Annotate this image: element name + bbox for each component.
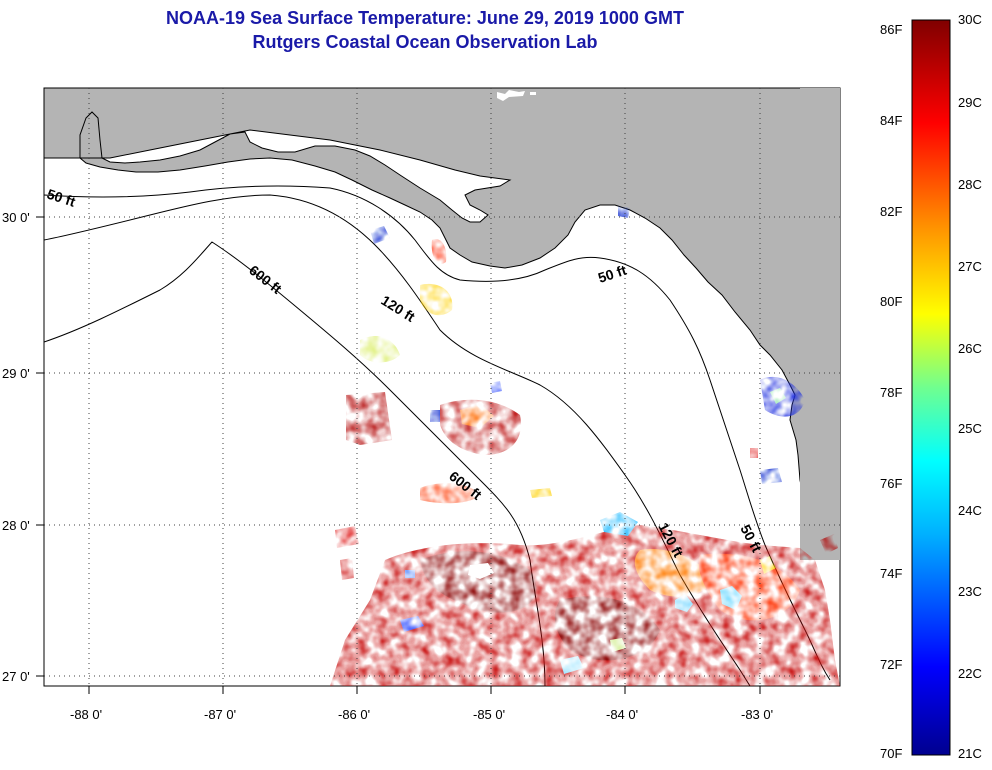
colorbar-c-label: 28C bbox=[958, 177, 982, 192]
colorbar-f-label: 72F bbox=[880, 657, 902, 672]
lon-tick-label: -87 0' bbox=[204, 707, 236, 722]
colorbar-c-label: 25C bbox=[958, 421, 982, 436]
lon-tick-label: -85 0' bbox=[473, 707, 505, 722]
lon-tick-label: -88 0' bbox=[70, 707, 102, 722]
sst-map: 50 ft 600 ft 120 ft 50 ft 600 ft 120 ft … bbox=[0, 0, 992, 770]
colorbar-c-label: 23C bbox=[958, 584, 982, 599]
lat-tick-label: 28 0' bbox=[2, 518, 30, 533]
lon-tick-label: -86 0' bbox=[338, 707, 370, 722]
lat-tick-label: 27 0' bbox=[2, 669, 30, 684]
lat-tick-label: 29 0' bbox=[2, 366, 30, 381]
colorbar-f-label: 86F bbox=[880, 22, 902, 37]
colorbar-c-label: 27C bbox=[958, 259, 982, 274]
colorbar-f-label: 76F bbox=[880, 476, 902, 491]
colorbar-c-label: 22C bbox=[958, 666, 982, 681]
colorbar bbox=[912, 20, 950, 755]
colorbar-c-label: 24C bbox=[958, 503, 982, 518]
colorbar-f-label: 80F bbox=[880, 294, 902, 309]
colorbar-c-label: 21C bbox=[958, 746, 982, 761]
colorbar-f-label: 84F bbox=[880, 113, 902, 128]
colorbar-f-label: 78F bbox=[880, 385, 902, 400]
colorbar-c-label: 30C bbox=[958, 12, 982, 27]
lat-tick-label: 30 0' bbox=[2, 210, 30, 225]
colorbar-f-label: 74F bbox=[880, 566, 902, 581]
colorbar-f-label: 82F bbox=[880, 204, 902, 219]
lon-tick-label: -84 0' bbox=[606, 707, 638, 722]
lon-tick-label: -83 0' bbox=[741, 707, 773, 722]
colorbar-f-label: 70F bbox=[880, 746, 902, 761]
colorbar-c-label: 29C bbox=[958, 95, 982, 110]
colorbar-c-label: 26C bbox=[958, 341, 982, 356]
